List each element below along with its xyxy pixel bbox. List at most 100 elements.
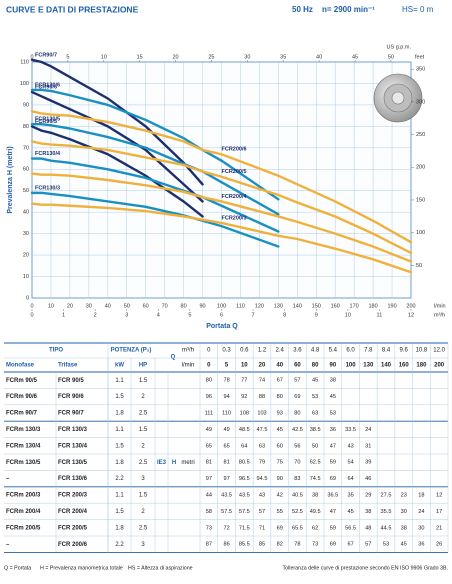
x2-tick-label: 1 — [62, 312, 65, 318]
q-lmin: 160 — [399, 363, 410, 369]
top-tick-label: 30 — [244, 54, 250, 60]
cell: 69 — [294, 394, 300, 400]
cell: 52.5 — [292, 509, 303, 515]
cell: 21 — [436, 525, 442, 531]
cell: FCR 200/3 — [58, 493, 88, 499]
cell: FCR 200/6 — [58, 542, 88, 548]
cell: 1.8 — [115, 460, 124, 466]
cell: 38.5 — [310, 427, 321, 433]
cell: FCR 130/3 — [58, 427, 88, 433]
y-tick-label: 70 — [23, 145, 29, 151]
cell: 36 — [418, 542, 424, 548]
cell: 63 — [312, 410, 318, 416]
cell: 80 — [277, 394, 283, 400]
pump-curve — [30, 123, 280, 216]
cell: 96.5 — [239, 476, 250, 482]
footer-q: Q = Portata — [4, 565, 31, 571]
y2-tick-label: 100 — [416, 230, 425, 236]
top-tick-label: 0 — [30, 54, 33, 60]
cell: 2 — [141, 443, 145, 449]
top-tick-label: 5 — [66, 54, 69, 60]
cell: FCR 90/6 — [58, 394, 84, 400]
y2-tick-label: 350 — [416, 67, 425, 73]
cell: 43 — [347, 443, 353, 449]
y-tick-label: 10 — [23, 274, 29, 280]
cell: 58 — [206, 509, 212, 515]
cell: 93 — [277, 410, 283, 416]
cell: 60 — [277, 443, 283, 449]
x-tick-label: 190 — [387, 303, 396, 309]
cell: 69 — [277, 525, 283, 531]
cell: 79 — [259, 460, 265, 466]
cell: FCRm 130/3 — [6, 427, 41, 433]
grid — [31, 61, 412, 299]
top-unit: US g.p.m. — [387, 44, 412, 50]
cell: FCR 130/4 — [58, 443, 88, 449]
cell: 1.5 — [139, 493, 148, 499]
cell: 38 — [401, 525, 407, 531]
x-tick-label: 140 — [293, 303, 302, 309]
top-tick-label: 50 — [388, 54, 394, 60]
cell: 36 — [330, 427, 336, 433]
x-tick-label: 90 — [199, 303, 205, 309]
x-tick-label: 50 — [124, 303, 130, 309]
x2-tick-label: 7 — [252, 312, 255, 318]
cell: 111 — [205, 410, 214, 416]
cell: 87 — [206, 542, 212, 548]
cell: FCR 90/7 — [58, 411, 84, 417]
cell: 72 — [223, 525, 229, 531]
x-tick-label: 120 — [255, 303, 264, 309]
cell: 62.5 — [310, 460, 321, 466]
curve-label: FCR130/4 — [35, 151, 61, 157]
q-lmin: 180 — [416, 363, 427, 369]
cell: 82 — [277, 542, 283, 548]
pump-curve — [30, 58, 204, 186]
curve-label: FCR200/4 — [222, 194, 248, 200]
header-cell: POTENZA (P₂) — [111, 348, 152, 354]
cell: 69 — [330, 542, 336, 548]
cell: 30 — [418, 525, 424, 531]
q-m3h: 5.4 — [329, 348, 338, 354]
cell: 49 — [223, 427, 229, 433]
cell: 70 — [294, 460, 300, 466]
cell: 30 — [401, 509, 407, 515]
header-cell: Q — [171, 355, 176, 361]
q-lmin: 130 — [363, 363, 374, 369]
top-tick-label: 45 — [352, 54, 358, 60]
pump-curve — [30, 140, 413, 255]
cell: 57.5 — [239, 509, 250, 515]
cell: 64 — [241, 443, 247, 449]
x-tick-label: 130 — [274, 303, 283, 309]
x-tick-label: 200 — [406, 303, 415, 309]
q-lmin: 90 — [330, 363, 337, 369]
q-m3h: 7.8 — [364, 348, 373, 354]
cell: 96 — [206, 394, 212, 400]
cell: 1.8 — [115, 525, 124, 531]
cell: 59 — [330, 460, 336, 466]
x2-tick-label: 3 — [125, 312, 128, 318]
footer-hs: HS = Altezza di aspirazione — [128, 565, 193, 571]
x-tick-label: 0 — [30, 303, 33, 309]
curve-label: FCR130/5 — [35, 117, 60, 123]
cell: 59 — [330, 525, 336, 531]
y2-tick-label: 200 — [416, 165, 425, 171]
x-tick-label: 160 — [331, 303, 340, 309]
cell: 94 — [223, 394, 229, 400]
cell: 45 — [277, 427, 283, 433]
speed: n= 2900 min⁻¹ — [322, 5, 375, 14]
cell: 74.5 — [310, 476, 321, 482]
cell: 1.1 — [115, 378, 124, 384]
cell: 47.5 — [257, 427, 268, 433]
cell: 57 — [259, 509, 265, 515]
q-lmin: 20 — [259, 363, 266, 369]
cell: 1.5 — [115, 443, 124, 449]
x2-tick-label: 4 — [157, 312, 160, 318]
cell: 38 — [365, 509, 371, 515]
pump-icon — [373, 73, 423, 123]
q-lmin: 140 — [381, 363, 392, 369]
cell: 47 — [330, 443, 336, 449]
q-lmin: 0 — [207, 363, 211, 369]
cell: 18 — [418, 492, 424, 498]
frequency: 50 Hz — [292, 5, 313, 14]
cell: 26 — [436, 542, 442, 548]
